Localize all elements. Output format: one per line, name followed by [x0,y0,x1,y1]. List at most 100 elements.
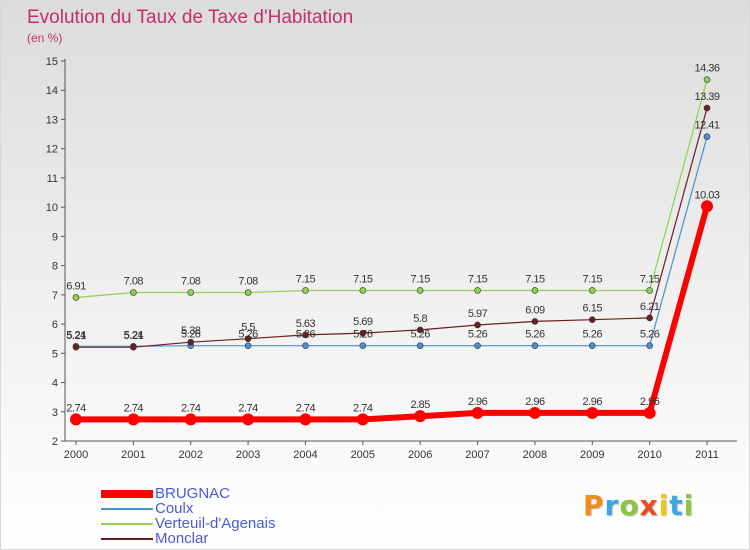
data-point-coulx [531,342,539,350]
legend-item: BRUGNAC [101,486,275,501]
logo-letter: o [619,489,640,522]
data-point-brugnac [242,413,255,426]
data-label-brugnac: 2.96 [640,396,660,408]
data-point-verteuil-d-agenais [72,294,80,301]
x-tick-label: 2009 [580,449,604,461]
data-point-monclar [416,326,424,334]
legend-item: Verteuil-d'Agenais [101,516,275,531]
data-point-coulx [359,342,367,350]
data-label-verteuil-d-agenais: 7.08 [238,276,258,288]
legend-swatch-coulx [101,507,153,510]
x-tick-label: 2004 [293,449,317,461]
data-label-coulx: 5.26 [640,329,660,341]
y-tick-label: 2 [52,436,58,448]
legend-item: Monclar [101,531,275,546]
data-label-brugnac: 2.96 [583,396,603,408]
data-point-coulx [474,342,481,350]
data-label-verteuil-d-agenais: 7.15 [468,273,488,285]
legend-swatch-verteuil [101,522,153,525]
data-point-verteuil-d-agenais [130,289,137,296]
data-point-verteuil-d-agenais [244,289,252,296]
data-point-brugnac [701,200,713,213]
x-tick-label: 2002 [178,449,202,461]
data-point-monclar [646,314,653,322]
data-point-brugnac [586,406,599,419]
data-label-coulx: 5.26 [353,329,373,341]
y-tick-label: 13 [46,114,58,126]
data-label-monclar: 5.21 [124,330,144,342]
x-tick-label: 2000 [64,449,88,461]
data-label-brugnac: 10.03 [694,189,719,201]
logo-letter: r [604,489,620,522]
x-tick-label: 2003 [236,449,260,461]
logo-letter: t [669,489,684,522]
data-point-verteuil-d-agenais [302,287,309,294]
x-tick-label: 2007 [465,449,489,461]
data-point-coulx [302,342,309,350]
data-point-coulx [416,342,424,350]
y-tick-label: 6 [52,319,58,331]
data-label-verteuil-d-agenais: 7.08 [181,276,201,288]
legend-swatch-monclar [101,537,153,540]
y-tick-label: 11 [47,173,58,185]
data-point-verteuil-d-agenais [703,76,711,84]
data-label-monclar: 6.09 [525,304,545,316]
data-label-coulx: 12.41 [694,120,719,132]
x-tick-label: 2010 [637,449,661,461]
y-tick-label: 14 [46,85,58,97]
data-point-verteuil-d-agenais [531,287,539,294]
data-label-brugnac: 2.74 [181,402,201,414]
data-label-monclar: 5.38 [181,325,201,337]
legend-label: Monclar [155,530,209,547]
series-line-verteuil-d-agenais [75,79,708,299]
data-point-verteuil-d-agenais [416,287,424,294]
x-tick-label: 2001 [121,449,145,461]
data-point-monclar [72,343,80,351]
data-point-brugnac [471,406,484,419]
data-label-brugnac: 2.74 [124,402,144,414]
y-tick-label: 3 [52,407,58,419]
y-tick-label: 15 [46,56,58,68]
x-tick-label: 2011 [695,449,719,461]
series-line-monclar [75,107,708,348]
data-label-monclar: 5.63 [296,318,316,330]
data-label-monclar: 13.39 [694,91,719,103]
data-label-brugnac: 2.74 [353,402,373,414]
data-point-monclar [474,321,481,329]
axes: 2 3 4 5 6 7 8 9 10 11 12 13 14 15 2000 2001 2002 2003 2004… [46,56,737,461]
x-tick-label: 2008 [523,449,547,461]
data-label-coulx: 5.26 [410,329,430,341]
data-point-brugnac [528,406,541,419]
series-line-coulx [75,136,708,347]
data-label-monclar: 5.21 [66,330,86,342]
series-layer [70,76,713,426]
data-point-brugnac [414,410,427,423]
data-point-monclar [588,316,596,323]
data-label-monclar: 5.97 [468,308,488,320]
legend-label: Coulx [155,500,194,517]
data-point-monclar [703,104,711,112]
y-tick-label: 7 [52,290,58,302]
legend-label: Verteuil-d'Agenais [155,515,276,532]
data-label-monclar: 5.69 [353,316,373,328]
data-point-monclar [359,329,367,337]
series-line-brugnac [73,203,710,423]
data-label-verteuil-d-agenais: 7.08 [124,276,144,288]
legend: BRUGNAC Coulx Verteuil-d'Agenais Monclar [101,486,275,546]
data-point-monclar [130,343,137,351]
data-label-monclar: 6.15 [583,303,603,315]
data-point-monclar [244,335,252,342]
data-label-brugnac: 2.74 [238,402,258,414]
data-label-coulx: 5.26 [181,329,201,341]
data-label-verteuil-d-agenais: 7.15 [640,273,660,285]
data-point-monclar [187,338,195,346]
data-label-coulx: 5.24 [66,329,86,341]
y-tick-label: 5 [52,348,58,360]
data-label-verteuil-d-agenais: 6.91 [66,280,86,292]
data-point-coulx [646,342,653,350]
data-label-coulx: 5.26 [238,329,258,341]
data-point-brugnac [184,413,197,426]
data-label-monclar: 5.5 [241,322,255,334]
